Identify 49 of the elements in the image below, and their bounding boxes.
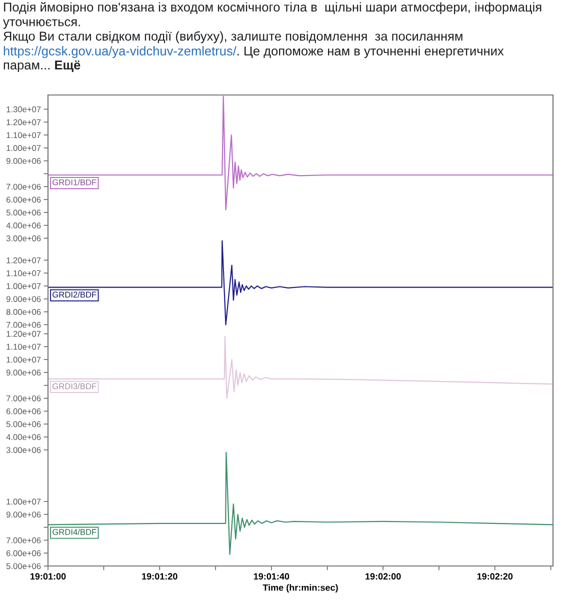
y-tick-label: 1.00e+07	[6, 498, 41, 505]
y-tick-label: 1.20e+07	[6, 119, 41, 126]
y-tick-label: 1.10e+07	[6, 132, 41, 138]
y-tick-label: 9.00e+06	[6, 296, 41, 302]
y-tick-label: 7.00e+06	[6, 322, 41, 328]
y-tick-label: 8.00e+06	[6, 308, 41, 315]
y-tick-label: 6.00e+06	[6, 408, 41, 414]
series-label: GRDI3/BDF	[52, 383, 96, 390]
y-tick-label: 9.00e+06	[6, 512, 41, 518]
y-tick-label: 4.00e+06	[6, 434, 41, 440]
x-tick-label: 19:01:20	[142, 573, 178, 580]
text: https://gcsk.gov.ua/ya-vidchuv-zemletrus/	[4, 46, 236, 58]
y-tick-label: 3.00e+06	[6, 235, 41, 242]
y-tick-label: 3.00e+06	[6, 447, 41, 453]
text: парам...	[4, 62, 50, 72]
series-label: GRDI2/BDF	[52, 291, 96, 298]
y-tick-label: 7.00e+06	[6, 537, 41, 544]
y-tick-label: 1.10e+07	[6, 270, 41, 276]
series-label: GRDI4/BDF	[52, 528, 96, 535]
x-axis-title: Time (hr:min:sec)	[262, 584, 338, 593]
x-tick-label: 19:01:40	[254, 573, 290, 580]
y-tick-label: 4.00e+06	[6, 222, 41, 228]
x-tick-label: 19:01:00	[30, 573, 66, 580]
y-tick-label: 1.20e+07	[6, 257, 41, 264]
y-tick-label: 6.00e+06	[6, 550, 41, 556]
y-tick-label: 5.00e+06	[6, 421, 41, 428]
text: Ещё	[55, 60, 80, 72]
y-tick-label: 5.00e+06	[6, 210, 41, 216]
y-tick-label: 7.00e+06	[6, 395, 41, 402]
line-series	[48, 336, 553, 399]
line-series	[48, 452, 553, 555]
series-label: GRDI1/BDF	[52, 179, 96, 186]
x-tick-label: 19:02:20	[477, 573, 513, 580]
text: Подія ймовірно пов'язана із входом космічного тіла в щільні шари атмосфери, інформація уточнюється.	[3, 2, 542, 29]
y-tick-label: 1.20e+07	[6, 330, 41, 337]
x-tick-label: 19:02:00	[366, 573, 401, 580]
y-tick-label: 7.00e+06	[6, 184, 41, 190]
line-series	[48, 240, 553, 326]
text: Якщо Ви стали свідком події (вибуху), залиште повідомлення за посиланням	[4, 31, 462, 44]
y-tick-label: 9.00e+06	[6, 370, 41, 376]
y-tick-label: 1.10e+07	[6, 344, 41, 350]
y-tick-label: 1.30e+07	[6, 106, 41, 112]
y-tick-label: 9.00e+06	[6, 158, 41, 164]
y-tick-label: 6.00e+06	[6, 196, 41, 203]
y-tick-label: 1.00e+07	[6, 145, 41, 152]
y-tick-label: 1.00e+07	[6, 356, 41, 363]
y-tick-label: 5.00e+06	[6, 563, 41, 570]
y-tick-label: 1.00e+07	[6, 283, 41, 290]
text: . Це допоможе нам в уточненні енергетичних	[238, 46, 504, 58]
